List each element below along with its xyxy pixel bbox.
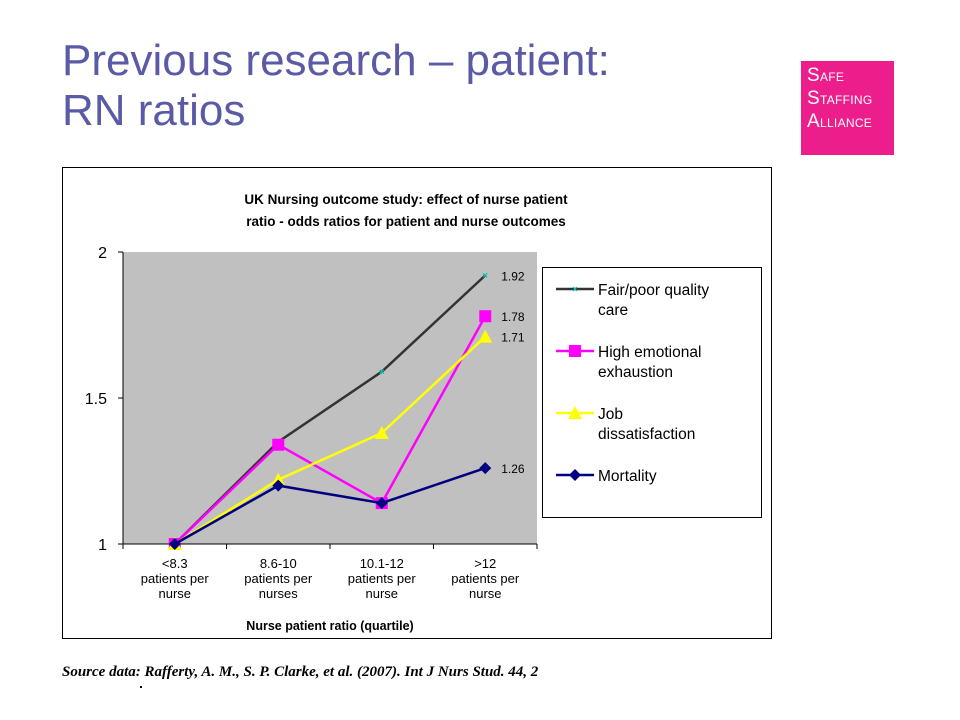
- x-tick-label: <8.3: [162, 556, 188, 571]
- logo-line-3: ALLIANCE: [807, 111, 873, 132]
- y-tick-label: 1: [98, 537, 107, 554]
- data-point-mortality: [272, 479, 285, 492]
- data-point-mortality: [479, 462, 492, 475]
- x-tick-label: 10.1-12: [360, 556, 404, 571]
- legend-label-job-dissatisfaction: dissatisfaction: [598, 426, 695, 443]
- data-point-job-dissatisfaction: [478, 329, 493, 343]
- logo-line-1: SAFE: [807, 65, 845, 86]
- logo-line-2: STAFFING: [807, 88, 873, 109]
- legend-label-fair-poor-quality-care: Fair/poor quality: [598, 282, 709, 299]
- legend-label-high-emotional-exhaustion: exhaustion: [598, 364, 673, 381]
- end-value-label-job-dissatisfaction: 1.71: [501, 331, 525, 345]
- x-tick-label: 8.6-10: [260, 556, 297, 571]
- x-tick-label: patients per: [141, 571, 210, 586]
- legend-marker-high-emotional-exhaustion: [569, 345, 581, 357]
- data-point-fair-poor-quality-care: [482, 272, 488, 278]
- plot-background: [123, 252, 537, 544]
- data-point-mortality: [375, 497, 388, 510]
- data-point-fair-poor-quality-care: [379, 369, 385, 375]
- end-value-label-fair-poor-quality-care: 1.92: [501, 269, 525, 283]
- x-tick-label: nurse: [158, 586, 191, 601]
- x-tick-label: patients per: [348, 571, 417, 586]
- legend-label-mortality: Mortality: [598, 468, 657, 485]
- safe-staffing-alliance-logo: SAFE STAFFING ALLIANCE: [801, 61, 894, 155]
- x-tick-label: nurse: [469, 586, 502, 601]
- slide-title: Previous research – patient: RN ratios: [62, 36, 762, 136]
- legend-label-fair-poor-quality-care: care: [598, 302, 628, 319]
- y-tick-label: 1.5: [85, 391, 107, 408]
- end-value-label-mortality: 1.26: [501, 462, 525, 476]
- y-tick-label: 2: [98, 245, 107, 262]
- chart-title-line-1: UK Nursing outcome study: effect of nurs…: [244, 192, 568, 207]
- x-tick-label: nurse: [365, 586, 398, 601]
- source-citation: Source data: Rafferty, A. M., S. P. Clar…: [62, 664, 539, 680]
- data-point-high-emotional-exhaustion: [479, 310, 492, 323]
- legend-marker-mortality: [569, 469, 581, 481]
- slide-title-line-1: Previous research – patient:: [62, 36, 610, 85]
- series-line-job-dissatisfaction: [174, 335, 487, 546]
- data-point-job-dissatisfaction: [374, 426, 389, 440]
- decorative-dot: [140, 686, 142, 688]
- end-value-label-high-emotional-exhaustion: 1.78: [501, 310, 525, 324]
- legend-marker-fair-poor-quality-care: [572, 286, 578, 292]
- legend-marker-job-dissatisfaction: [568, 406, 582, 419]
- x-tick-label: nurses: [259, 586, 299, 601]
- legend-label-job-dissatisfaction: Job: [598, 406, 623, 423]
- series-line-mortality: [174, 466, 486, 546]
- data-point-mortality: [168, 538, 181, 550]
- x-tick-label: patients per: [244, 571, 313, 586]
- x-tick-label: patients per: [451, 571, 520, 586]
- x-tick-label: >12: [474, 556, 496, 571]
- data-point-job-dissatisfaction: [271, 472, 286, 486]
- x-axis-label: Nurse patient ratio (quartile): [246, 619, 413, 633]
- legend-label-high-emotional-exhaustion: High emotional: [598, 344, 701, 361]
- data-point-high-emotional-exhaustion: [272, 438, 285, 451]
- slide-title-line-2: RN ratios: [62, 86, 246, 135]
- series-line-high-emotional-exhaustion: [173, 315, 487, 545]
- chart-title-line-2: ratio - odds ratios for patient and nurs…: [246, 214, 566, 229]
